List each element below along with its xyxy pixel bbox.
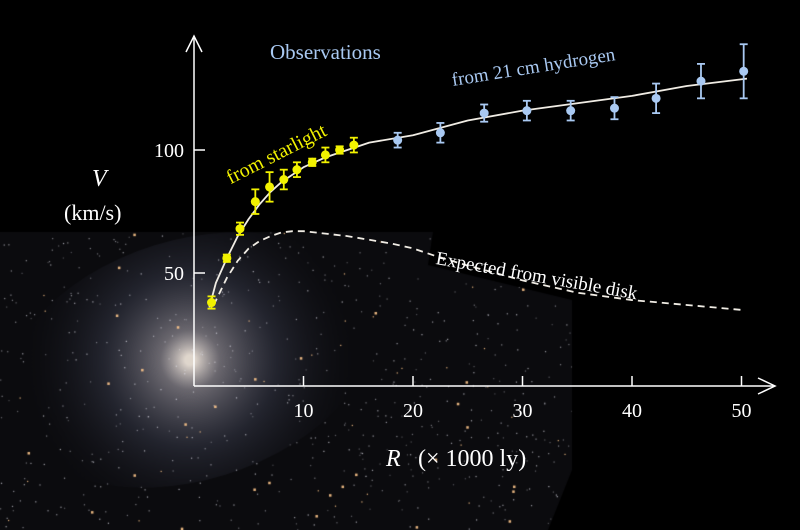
x-axis-label-var: R [386,446,401,472]
x-tick-label: 40 [622,400,642,422]
y-axis-arrow-icon [185,34,203,53]
starlight-data-point [207,298,217,308]
hydrogen-data-point [522,106,532,116]
hydrogen-data-point [479,108,489,118]
hydrogen-data-point [696,76,706,86]
expected-disk-curve [212,230,742,311]
hydrogen-data-point [739,66,749,76]
x-tick-label: 10 [294,400,314,422]
hydrogen-data-point [566,106,576,116]
x-axis-arrow-icon [757,377,777,395]
starlight-data-point [335,145,345,155]
y-axis-label-var: V [92,166,107,192]
hydrogen-data-point [393,135,403,145]
starlight-data-point [235,224,245,234]
starlight-data-point [320,150,330,160]
starlight-data-point [222,253,232,263]
x-tick-label: 20 [403,400,423,422]
x-tick-label: 30 [513,400,533,422]
hydrogen-data-point [609,103,619,113]
x-axis-label-unit: (× 1000 ly) [418,446,527,472]
starlight-data-point [279,175,289,185]
x-tick-label: 50 [732,400,752,422]
hydrogen-data-point [435,128,445,138]
starlight-data-point [307,157,317,167]
starlight-data-point [265,182,275,192]
starlight-data-point [292,165,302,175]
y-tick-label: 100 [154,140,184,162]
starlight-data-point [349,140,359,150]
hydrogen-data-point [651,93,661,103]
starlight-data-point [250,197,260,207]
y-axis-label-unit: (km/s) [64,200,122,225]
annotation-observations: Observations [270,40,381,64]
y-tick-label: 50 [164,263,184,285]
